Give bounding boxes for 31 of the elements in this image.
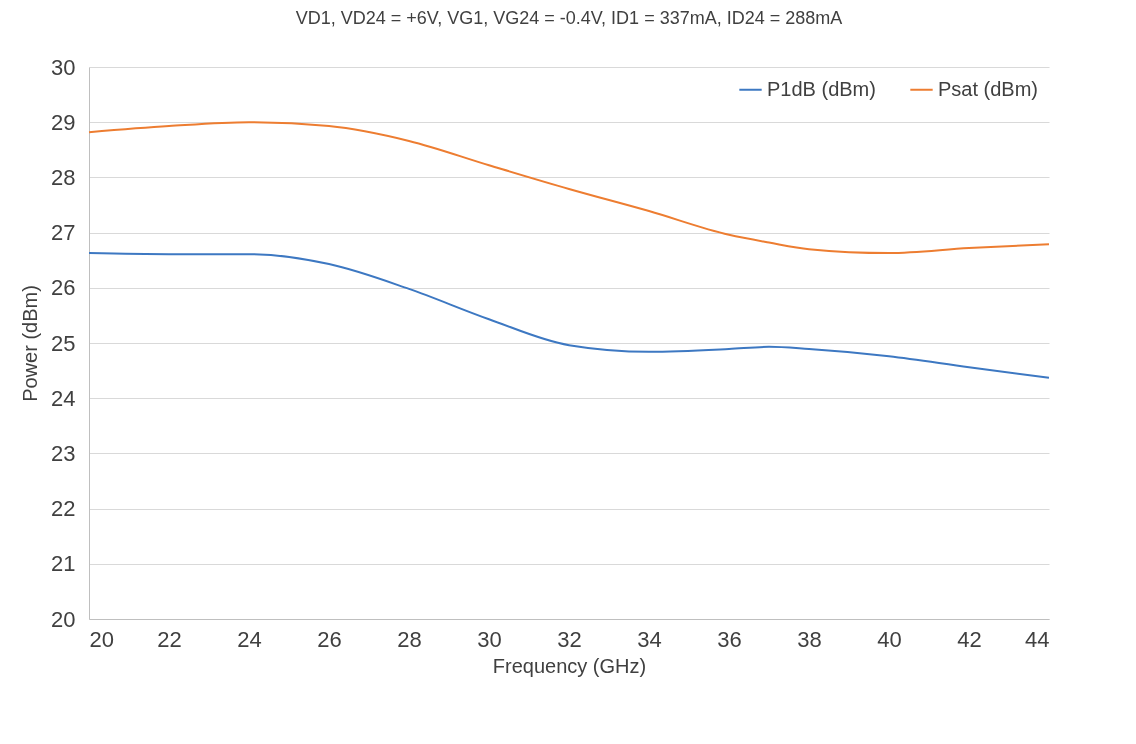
y-tick-label: 24	[51, 385, 76, 411]
x-tick-label: 24	[237, 626, 262, 652]
y-tick-label: 22	[51, 496, 76, 522]
y-tick-label: 29	[51, 109, 76, 135]
y-tick-label: 28	[51, 164, 76, 190]
x-tick-label: 32	[557, 626, 582, 652]
y-axis-title: Power (dBm)	[19, 285, 42, 402]
x-tick-label: 28	[397, 626, 422, 652]
legend-label: Psat (dBm)	[938, 77, 1039, 100]
line-series	[88, 121, 1050, 255]
y-tick-label: 26	[51, 275, 76, 301]
y-tick-label: 21	[51, 551, 76, 577]
y-tick-label: 27	[51, 220, 76, 246]
chart-title: VD1, VD24 = +6V, VG1, VG24 = -0.4V, ID1 = 337mA, ID24 = 288mA	[295, 8, 843, 28]
legend-label: P1dB (dBm)	[767, 77, 876, 100]
x-tick-label: 38	[797, 626, 822, 652]
x-tick-label: 44	[1025, 626, 1050, 652]
x-tick-label: 34	[637, 626, 662, 652]
y-tick-label: 23	[51, 440, 76, 466]
y-tick-label: 20	[51, 606, 76, 632]
line-series	[88, 252, 1050, 379]
x-tick-label: 42	[957, 626, 982, 652]
y-tick-label: 25	[51, 330, 76, 356]
y-tick-label: 30	[51, 54, 76, 80]
x-tick-label: 20	[89, 626, 114, 652]
x-tick-label: 30	[477, 626, 502, 652]
x-tick-label: 36	[717, 626, 742, 652]
x-tick-label: 26	[317, 626, 342, 652]
x-tick-label: 40	[877, 626, 902, 652]
x-axis-title: Frequency (GHz)	[492, 654, 647, 677]
x-tick-label: 22	[157, 626, 182, 652]
